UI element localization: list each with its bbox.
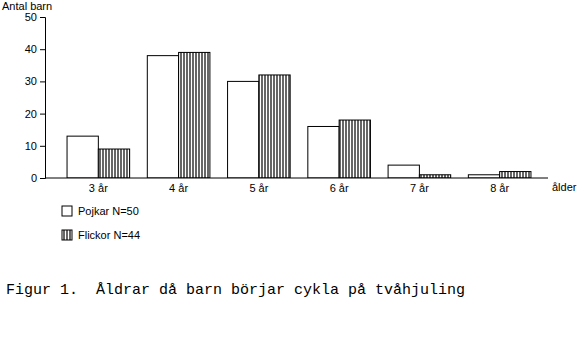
y-tick-mark [40, 49, 45, 50]
y-tick-mark [40, 114, 45, 115]
y-tick-mark [40, 146, 45, 147]
y-tick-mark [40, 178, 45, 179]
legend-label: Pojkar N=50 [78, 205, 139, 217]
x-tick-label: 6 år [330, 182, 349, 194]
y-tick-mark [40, 81, 45, 82]
y-tick-label: 50 [25, 11, 37, 23]
y-tick-mark [40, 17, 45, 18]
x-axis-title: ålder [552, 181, 577, 193]
bar [147, 56, 178, 178]
y-tick: 50 [25, 11, 45, 23]
y-tick: 30 [25, 75, 45, 87]
y-tick: 10 [25, 140, 45, 152]
x-tick: 3 år [89, 178, 108, 194]
bar [67, 136, 98, 178]
bars [67, 52, 531, 178]
x-tick: 8 år [490, 178, 509, 194]
legend-swatch [62, 206, 72, 216]
legend-label: Flickor N=44 [78, 229, 140, 241]
x-tick: 4 år [169, 178, 188, 194]
x-axis-line [45, 178, 548, 179]
y-tick-label: 0 [31, 172, 37, 184]
y-tick-label: 10 [25, 140, 37, 152]
bar [339, 120, 370, 178]
x-tick-label: 7 år [410, 182, 429, 194]
bar [259, 75, 290, 178]
x-tick-label: 3 år [89, 182, 108, 194]
x-tick-label: 5 år [249, 182, 268, 194]
y-tick: 0 [31, 172, 45, 184]
x-tick-label: 8 år [490, 182, 509, 194]
y-axis: 0 10 20 30 40 50 [25, 11, 46, 184]
bar [388, 165, 419, 178]
y-axis-line [40, 18, 46, 179]
caption: Figur 1. Åldrar då barn börjar cykla på … [6, 282, 465, 299]
x-tick-label: 4 år [169, 182, 188, 194]
x-tick: 7 år [410, 178, 429, 194]
chart: 0 10 20 30 40 50 3 år 4 år 5 år 6 år 7 år 8 år Antal… [0, 0, 588, 342]
y-tick-label: 20 [25, 108, 37, 120]
x-tick: 5 år [249, 178, 268, 194]
y-tick-label: 30 [25, 75, 37, 87]
bar [500, 172, 531, 178]
y-tick: 20 [25, 108, 45, 120]
bar [179, 52, 210, 178]
x-tick: 6 år [330, 178, 349, 194]
legend-swatch [62, 230, 72, 240]
y-tick: 40 [25, 43, 45, 55]
bar [98, 149, 129, 178]
bar [228, 81, 259, 178]
y-tick-label: 40 [25, 43, 37, 55]
x-axis: 3 år 4 år 5 år 6 år 7 år 8 år [45, 178, 548, 194]
legend: Pojkar N=50 Flickor N=44 [62, 205, 140, 241]
bar [308, 126, 339, 178]
y-axis-title: Antal barn [2, 0, 52, 12]
